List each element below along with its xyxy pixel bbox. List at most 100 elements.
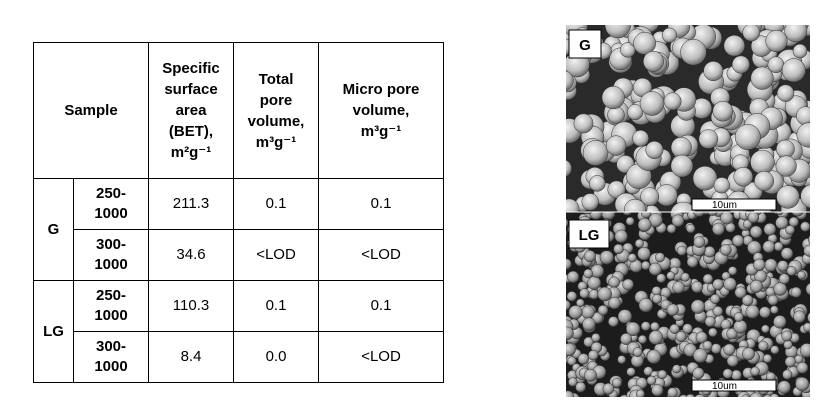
sphere xyxy=(666,303,679,316)
sphere xyxy=(597,304,609,316)
sphere xyxy=(682,323,693,334)
sphere xyxy=(633,31,656,55)
sphere xyxy=(769,393,780,397)
sphere xyxy=(568,305,583,320)
sphere xyxy=(793,310,806,323)
sphere xyxy=(713,177,730,194)
sphere xyxy=(627,104,644,121)
sphere xyxy=(767,294,779,306)
sphere xyxy=(640,187,660,207)
sphere xyxy=(691,281,704,293)
sphere xyxy=(680,272,690,282)
sphere xyxy=(640,212,652,219)
sphere xyxy=(777,260,789,272)
sphere xyxy=(634,238,644,249)
sphere xyxy=(590,264,605,278)
sphere xyxy=(588,349,599,361)
sphere xyxy=(670,136,692,158)
sphere xyxy=(776,84,795,102)
sphere xyxy=(734,286,747,299)
header-cell: Micro pore volume, m³g⁻¹ xyxy=(318,42,445,179)
sphere xyxy=(710,343,722,354)
sphere xyxy=(657,369,668,380)
group-label: G xyxy=(33,178,74,281)
sphere xyxy=(702,340,713,351)
sphere xyxy=(754,171,775,191)
sphere xyxy=(783,340,793,350)
sphere xyxy=(775,212,784,216)
scale-label: 10um xyxy=(712,200,737,211)
micrographs: G 10um LG 10um xyxy=(566,25,810,397)
sphere xyxy=(566,70,574,91)
sphere xyxy=(646,375,657,386)
sphere xyxy=(703,246,716,258)
sphere xyxy=(643,50,664,72)
sphere xyxy=(706,212,719,216)
sphere xyxy=(637,217,652,232)
sphere xyxy=(733,167,753,187)
sphere xyxy=(666,271,676,281)
sphere xyxy=(757,340,769,352)
sphere xyxy=(741,294,754,307)
sphere xyxy=(776,139,795,159)
sphere xyxy=(695,331,708,344)
sphere xyxy=(582,140,609,166)
header-cell: Total pore volume, m³g⁻¹ xyxy=(233,42,320,179)
sphere xyxy=(670,201,696,212)
sphere xyxy=(632,129,649,147)
sphere xyxy=(667,387,678,397)
sphere xyxy=(720,212,734,225)
sphere xyxy=(650,321,660,332)
sphere xyxy=(646,349,661,364)
sphere xyxy=(763,394,772,397)
scale-bar xyxy=(691,198,777,211)
sphere xyxy=(723,343,736,356)
sphere xyxy=(635,389,645,397)
cell: 0.0 xyxy=(233,331,320,383)
sphere xyxy=(762,353,772,364)
sphere xyxy=(723,277,737,291)
image-label: G xyxy=(579,37,591,54)
sphere xyxy=(583,268,593,279)
sphere xyxy=(708,327,718,338)
sphere xyxy=(576,298,585,308)
sphere xyxy=(773,241,784,252)
sphere xyxy=(742,25,761,42)
sphere xyxy=(762,240,776,253)
sphere xyxy=(591,333,601,343)
sphere xyxy=(750,149,775,175)
sphere xyxy=(726,354,739,367)
sphere xyxy=(617,355,627,364)
sphere xyxy=(778,273,790,285)
sphere xyxy=(588,289,599,300)
sphere xyxy=(693,348,708,363)
sphere xyxy=(648,262,662,276)
sphere xyxy=(747,212,760,224)
sphere xyxy=(790,286,802,298)
cell: 8.4 xyxy=(148,331,235,383)
sphere xyxy=(808,235,810,245)
cell: <LOD xyxy=(318,229,445,281)
sphere xyxy=(693,236,706,248)
sphere xyxy=(704,315,716,328)
sphere xyxy=(749,279,763,293)
sphere xyxy=(805,283,810,296)
sphere xyxy=(731,369,742,381)
sphere xyxy=(749,392,763,397)
cell: 0.1 xyxy=(233,178,320,230)
row: 300-1000 34.6 <LOD <LOD xyxy=(34,229,445,281)
sphere xyxy=(770,305,779,315)
sphere xyxy=(672,281,685,294)
sphere xyxy=(685,393,696,397)
sphere xyxy=(690,299,706,314)
sphere xyxy=(702,273,714,285)
sphere xyxy=(710,294,721,304)
sphere xyxy=(670,154,694,178)
sphere xyxy=(582,317,596,331)
cell: 110.3 xyxy=(148,280,235,332)
cell: 250-1000 xyxy=(72,178,150,230)
sphere xyxy=(780,247,794,260)
sphere xyxy=(799,343,810,358)
header-row: Sample Specific surface area (BET), m²g⁻… xyxy=(32,42,445,179)
